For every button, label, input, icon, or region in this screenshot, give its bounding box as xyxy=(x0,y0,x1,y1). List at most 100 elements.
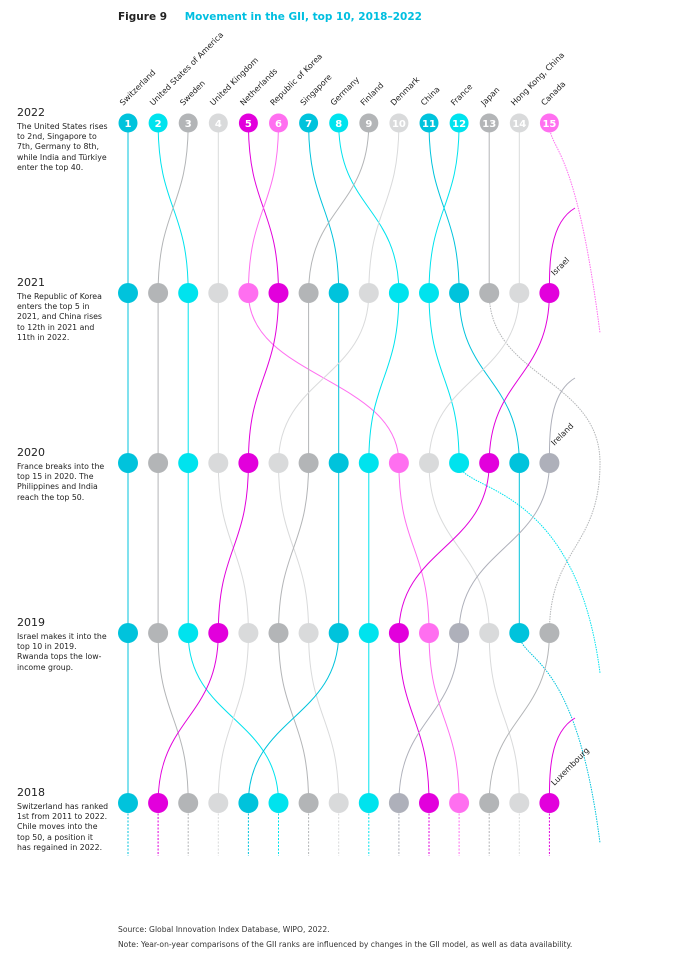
country-label-germany: Germany xyxy=(329,75,362,108)
year-text: The United States rises to 2nd, Singapor… xyxy=(17,122,108,172)
dot-japan-2018 xyxy=(479,793,500,813)
dot-republic-of-korea-2019 xyxy=(419,623,439,643)
rank-number: 10 xyxy=(392,119,406,130)
dot-united-kingdom-2021 xyxy=(208,283,229,303)
dot-united-states-of-america-2019 xyxy=(178,623,199,643)
dot-israel-2021 xyxy=(539,283,560,303)
line-united-kingdom-2019 xyxy=(217,632,249,804)
rank-number: 8 xyxy=(335,119,342,130)
dot-germany-2018 xyxy=(358,793,379,813)
line-hong-kong-china-2021 xyxy=(428,292,520,464)
figure-number: Figure 9 xyxy=(118,11,168,23)
dot-finland-2021 xyxy=(298,283,319,303)
dot-denmark-2020 xyxy=(268,453,289,473)
line-sweden-2019 xyxy=(157,632,189,804)
dot-hong-kong-china-2022 xyxy=(509,113,529,133)
year-label: 2021 xyxy=(17,276,45,289)
note-text: Note: Year-on-year comparisons of the GI… xyxy=(118,940,573,949)
dot-luxembourg-2018 xyxy=(539,793,560,813)
dot-netherlands-2020 xyxy=(238,453,259,473)
year-annotation-2020: 2020 France breaks into the top 15 in 20… xyxy=(17,446,109,503)
dot-germany-2021 xyxy=(388,283,409,303)
country-label-canada: Canada xyxy=(539,79,567,107)
line-denmark-2019 xyxy=(308,632,340,804)
dot-netherlands-2021 xyxy=(268,283,289,303)
rank-number: 5 xyxy=(245,119,252,130)
line-republic-of-korea-2022 xyxy=(247,122,279,294)
dot-denmark-2022 xyxy=(389,113,409,133)
line-republic-of-korea-2019 xyxy=(428,632,460,804)
country-label-china: China xyxy=(419,85,442,108)
dot-republic-of-korea-2021 xyxy=(238,283,259,303)
line-sweden-2022 xyxy=(157,122,189,294)
line-netherlands-2019 xyxy=(157,632,219,804)
dot-israel-2020 xyxy=(479,453,500,473)
dot-ireland-2019 xyxy=(449,623,470,643)
dot-finland-2022 xyxy=(359,113,379,133)
rank-number: 12 xyxy=(452,119,466,130)
line-hong-kong-china-2019 xyxy=(488,632,520,804)
dot-ireland-2018 xyxy=(388,793,409,813)
year-annotation-2022: 2022 The United States rises to 2nd, Sin… xyxy=(17,106,109,173)
line-israel-2020 xyxy=(398,462,490,634)
dot-sweden-2019 xyxy=(148,623,169,643)
line-japan-2019 xyxy=(488,632,550,804)
dot-netherlands-2019 xyxy=(208,623,229,643)
dot-canada-2022 xyxy=(539,113,559,133)
line-france-2020 xyxy=(458,462,601,674)
dot-finland-2020 xyxy=(298,453,319,473)
rank-number: 11 xyxy=(422,119,436,130)
country-label-japan: Japan xyxy=(479,85,502,108)
line-israel-2021 xyxy=(488,292,550,464)
year-label: 2020 xyxy=(17,446,45,459)
year-annotation-2021: 2021 The Republic of Korea enters the to… xyxy=(17,276,109,343)
dot-republic-of-korea-2022 xyxy=(269,113,288,133)
dot-denmark-2019 xyxy=(298,623,319,643)
dot-sweden-2021 xyxy=(148,283,169,303)
dot-china-2020 xyxy=(509,453,530,473)
dot-japan-2019 xyxy=(539,623,560,643)
dot-switzerland-2019 xyxy=(118,623,138,643)
dot-united-states-of-america-2018 xyxy=(268,793,289,813)
year-annotation-2018: 2018 Switzerland has ranked 1st from 201… xyxy=(17,786,109,853)
line-germany-2022 xyxy=(338,122,400,294)
dot-china-2019 xyxy=(509,623,530,643)
line-singapore-2022 xyxy=(308,122,340,294)
country-label-france: France xyxy=(449,82,474,107)
year-text: Israel makes it into the top 10 in 2019.… xyxy=(17,632,107,672)
dot-france-2022 xyxy=(449,113,469,133)
dot-china-2021 xyxy=(449,283,470,303)
line-singapore-2019 xyxy=(247,632,340,804)
year-label: 2022 xyxy=(17,106,45,119)
dot-japan-2021 xyxy=(479,283,500,303)
rank-number: 14 xyxy=(512,119,526,130)
dot-singapore-2018 xyxy=(238,793,259,813)
dot-united-kingdom-2018 xyxy=(208,793,229,813)
year-label: 2018 xyxy=(17,786,45,799)
country-label-finland: Finland xyxy=(359,81,386,108)
year-text: The Republic of Korea enters the top 5 i… xyxy=(17,292,102,342)
dot-sweden-2018 xyxy=(178,793,199,813)
dot-ireland-2020 xyxy=(539,453,560,473)
dot-singapore-2022 xyxy=(299,113,319,133)
entrant-label-luxembourg: Luxembourg xyxy=(549,746,591,788)
line-ireland-2019 xyxy=(398,632,460,804)
line-hong-kong-china-2020 xyxy=(428,462,490,634)
dot-china-2022 xyxy=(419,113,439,133)
country-label-denmark: Denmark xyxy=(389,75,422,108)
dot-switzerland-2021 xyxy=(118,283,138,303)
dot-switzerland-2018 xyxy=(118,793,138,813)
rank-number: 13 xyxy=(482,119,496,130)
dot-sweden-2022 xyxy=(178,113,198,133)
dot-switzerland-2020 xyxy=(118,453,138,473)
rank-number: 15 xyxy=(542,119,556,130)
dot-israel-2018 xyxy=(419,793,439,813)
dot-united-kingdom-2022 xyxy=(208,113,228,133)
year-text: Switzerland has ranked 1st from 2011 to … xyxy=(17,802,109,852)
connector-lines xyxy=(127,122,601,856)
line-israel-entry xyxy=(548,207,576,294)
line-netherlands-2020 xyxy=(217,462,249,634)
rank-number: 4 xyxy=(215,119,222,130)
